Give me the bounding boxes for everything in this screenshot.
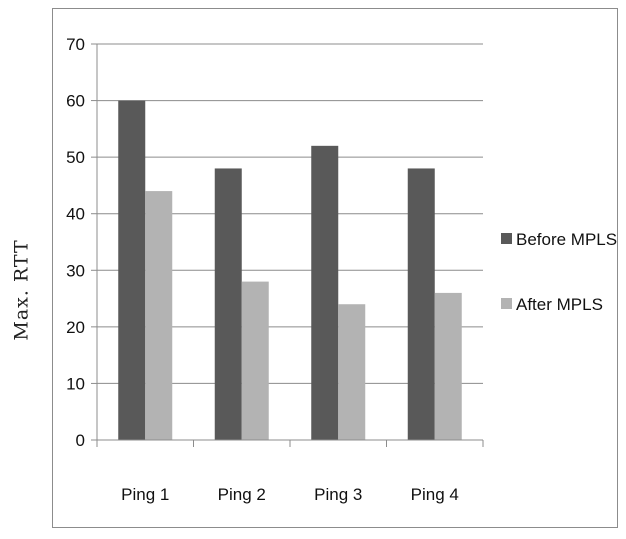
x-axis-categories: Ping 1 Ping 2 Ping 3 Ping 4 (121, 485, 459, 504)
y-tick-label: 40 (66, 205, 85, 224)
axes (96, 44, 484, 447)
y-tick-label: 60 (66, 92, 85, 111)
y-tick-label: 0 (76, 431, 85, 450)
bar-before-mpls-ping-3 (311, 145, 339, 441)
y-tick-label: 10 (66, 374, 85, 393)
y-tick-label: 20 (66, 318, 85, 337)
y-tick-label: 30 (66, 261, 85, 280)
bar-after-mpls-ping-3 (338, 304, 366, 440)
x-category-label: Ping 2 (218, 485, 266, 504)
x-category-label: Ping 3 (314, 485, 362, 504)
bar-before-mpls-ping-2 (214, 168, 242, 440)
bar-before-mpls-ping-4 (407, 168, 435, 440)
bar-after-mpls-ping-2 (241, 281, 269, 440)
bar-after-mpls-ping-1 (145, 191, 173, 440)
bar-before-mpls-ping-1 (118, 100, 146, 441)
y-axis-ticks: 0 10 20 30 40 50 60 70 (66, 35, 97, 450)
legend-swatch (501, 233, 512, 244)
y-tick-label: 50 (66, 148, 85, 167)
x-category-label: Ping 4 (411, 485, 459, 504)
y-tick-label: 70 (66, 35, 85, 54)
legend: Before MPLS After MPLS (501, 230, 617, 314)
legend-label: Before MPLS (516, 230, 617, 249)
legend-label: After MPLS (516, 295, 603, 314)
bars (118, 100, 462, 441)
bar-after-mpls-ping-4 (434, 292, 462, 440)
x-category-label: Ping 1 (121, 485, 169, 504)
legend-swatch (501, 298, 512, 309)
